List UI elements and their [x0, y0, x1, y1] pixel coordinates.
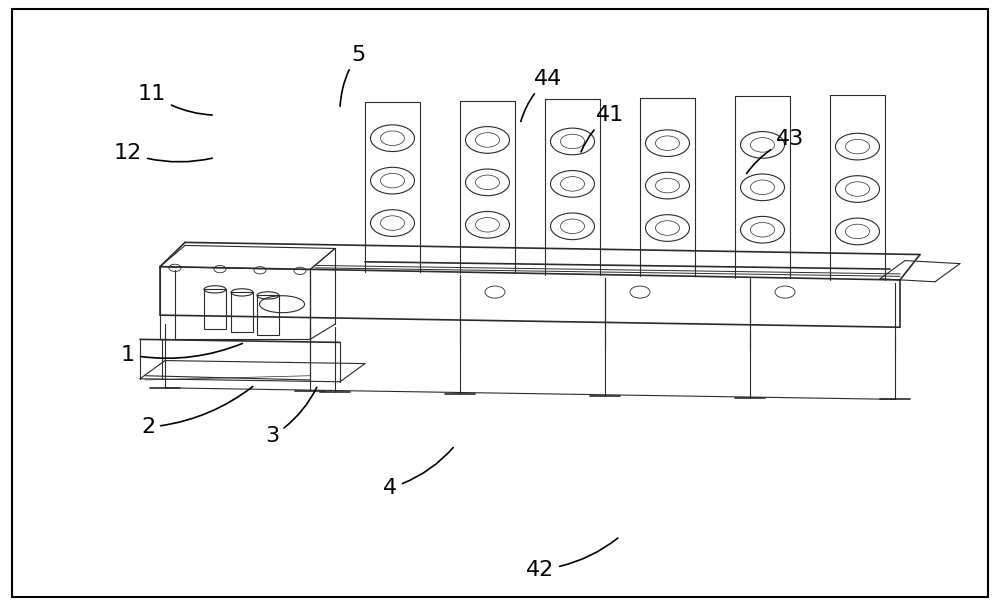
Text: 12: 12 [114, 142, 212, 163]
Text: 41: 41 [581, 105, 624, 152]
Text: 3: 3 [265, 387, 317, 447]
Text: 5: 5 [340, 44, 365, 106]
Bar [231, 292, 253, 331]
Text: 42: 42 [526, 538, 618, 580]
Text: 2: 2 [141, 387, 253, 438]
Bar [257, 296, 279, 335]
Text: 4: 4 [383, 447, 453, 498]
Text: 43: 43 [747, 129, 804, 173]
Text: 44: 44 [521, 68, 562, 122]
Bar [204, 290, 226, 328]
Text: 11: 11 [138, 84, 212, 115]
Text: 1: 1 [121, 344, 242, 365]
